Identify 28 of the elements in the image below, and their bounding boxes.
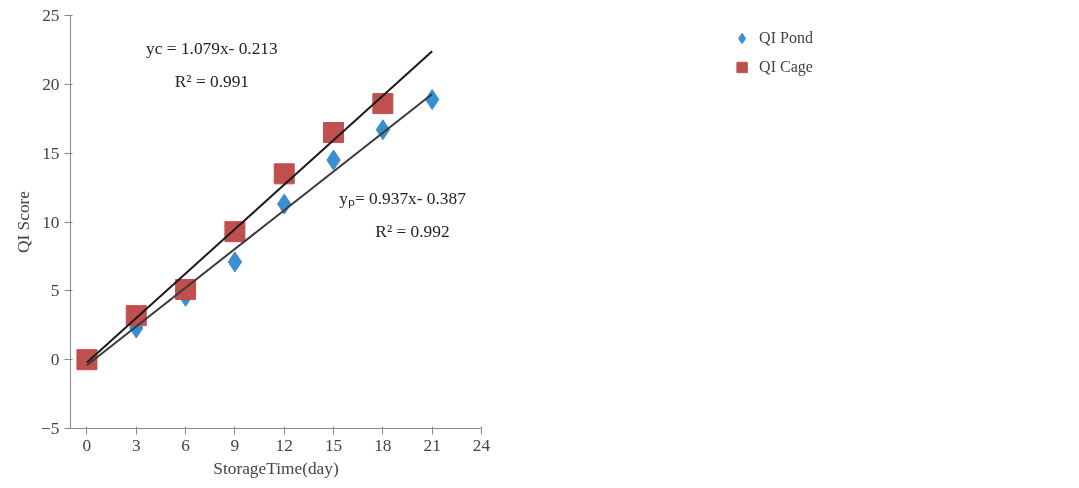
point: [273, 163, 295, 185]
y-axis-title: QI Score: [14, 190, 34, 254]
x-tick-label: 21: [423, 435, 441, 455]
annotation: yc = 1.079x- 0.213: [146, 39, 278, 59]
x-axis-title: StorageTime(day): [213, 458, 339, 478]
x-tick-label: 18: [374, 435, 392, 455]
x-tick-label: 0: [82, 435, 92, 455]
legend-label: QI Cage: [759, 58, 813, 76]
y-tick-label: 15: [42, 143, 60, 163]
point: [323, 122, 345, 144]
y-tick-label: −5: [41, 419, 60, 438]
y-tick-label: 5: [50, 281, 60, 301]
annotation: yₚ= 0.937x- 0.387: [339, 189, 467, 210]
y-tick-label: 20: [42, 74, 60, 94]
x-tick-label: 6: [181, 435, 191, 455]
legend-label: QI Pond: [759, 29, 813, 47]
x-tick-label: 15: [324, 435, 343, 455]
y-tick-label: 0: [50, 350, 60, 370]
annotation: R² = 0.991: [174, 72, 249, 92]
x-tick-label: 12: [275, 435, 293, 455]
x-tick-label: 9: [230, 435, 240, 455]
x-tick-label: 3: [131, 435, 141, 455]
y-tick-label: 25: [42, 6, 60, 25]
x-tick-label: 24: [472, 435, 491, 455]
y-tick-label: 10: [42, 212, 60, 232]
annotation: R² = 0.992: [375, 222, 450, 242]
point: [227, 251, 243, 273]
point: [372, 93, 394, 115]
